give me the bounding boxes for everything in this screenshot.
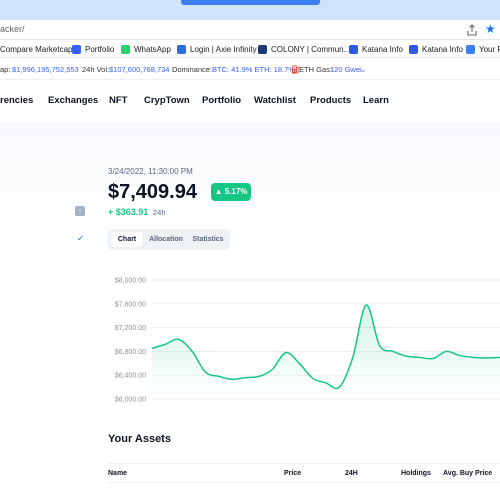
bookmark-item[interactable]: WhatsApp: [121, 43, 171, 55]
download-icon: [466, 44, 475, 54]
share-icon[interactable]: [466, 24, 478, 36]
katana-icon: [409, 44, 418, 54]
gas-label: ETH Gas:: [299, 65, 332, 74]
y-tick-label: $8,000.00: [115, 278, 146, 285]
bookmark-item[interactable]: COLONY | Commun...: [258, 43, 350, 55]
column-header-holdings[interactable]: Holdings: [401, 470, 431, 477]
nav-item-watchlist[interactable]: Watchlist: [254, 95, 296, 106]
nav-item-nft[interactable]: NFT: [109, 95, 128, 106]
bookmark-label: Your Pr: [479, 44, 500, 54]
bookmark-item[interactable]: Compare Marketcap: [0, 43, 72, 55]
whatsapp-icon: [121, 44, 130, 54]
nav-item-portfolio[interactable]: Portfolio: [202, 95, 242, 106]
chart-series-line: [151, 304, 500, 390]
dominance-value[interactable]: BTC: 41.9% ETH: 18.7%: [212, 65, 295, 74]
katana-icon: [349, 44, 358, 54]
bookmark-label: Login | Axie Infinity: [190, 44, 257, 54]
volume-value[interactable]: $107,600,768,734: [109, 65, 170, 74]
tab-statistics[interactable]: Statistics: [192, 236, 224, 243]
change-percent: 5.17%: [224, 187, 248, 196]
bookmark-label: Portfolio: [85, 44, 115, 54]
y-tick-label: $6,000.00: [115, 397, 146, 404]
bookmark-label: Compare Marketcap: [0, 44, 73, 54]
caret-up-icon: ▲: [214, 187, 223, 196]
portfolio-timestamp: 3/24/2022, 11:30:00 PM: [108, 167, 193, 176]
volume-label: 24h Vol:: [82, 65, 110, 74]
bookmark-label: Katana Info: [422, 44, 463, 54]
column-header-24h[interactable]: 24H: [345, 470, 358, 477]
change-period: 24h: [153, 208, 166, 217]
tab-chart[interactable]: Chart: [111, 232, 143, 247]
axie-icon: [177, 44, 186, 54]
market-cap-value[interactable]: $1,996,195,752,553: [12, 65, 79, 74]
tab-allocation[interactable]: Allocation: [149, 236, 183, 243]
bookmarks-bar: Compare Marketcap Portfolio WhatsApp Login …: [0, 40, 500, 58]
global-stats-bar: ap: $1,996,195,752,553 24h Vol: $107,600…: [0, 58, 500, 80]
check-icon[interactable]: ✓: [77, 233, 85, 243]
gas-icon: ⛽: [291, 65, 301, 74]
colony-icon: [258, 44, 267, 54]
bookmark-label: COLONY | Commun...: [271, 44, 351, 54]
y-tick-label: $7,600.00: [115, 301, 146, 308]
nav-item-exchanges[interactable]: Exchanges: [48, 95, 99, 106]
y-tick-label: $7,200.00: [115, 325, 146, 332]
nav-item-learn[interactable]: Learn: [363, 95, 389, 106]
column-header-price[interactable]: Price: [284, 470, 302, 477]
bookmark-item[interactable]: Your Pr: [466, 43, 500, 55]
bookmark-label: WhatsApp: [134, 44, 171, 54]
portfolio-chart[interactable]: $8,000.00 $7,600.00 $7,200.00 $6,800.00 $6,4…: [108, 270, 500, 405]
main-nav: rencies Exchanges NFT CrypTown Portfolio…: [0, 80, 500, 122]
assets-title: Your Assets: [108, 433, 171, 445]
change-value: + $363.91: [108, 207, 149, 217]
assets-table-header: Name Price 24H Holdings Avg. Buy Price: [108, 463, 500, 483]
collapse-sidebar-icon[interactable]: ‹: [75, 206, 85, 216]
portfolio-value: $7,409.94: [108, 181, 197, 203]
bookmark-item[interactable]: Katana Info: [349, 43, 403, 55]
bookmark-item[interactable]: Portfolio: [72, 43, 114, 55]
market-cap-label: ap:: [0, 65, 11, 74]
gas-value[interactable]: 120 Gwei: [330, 65, 362, 74]
nav-item-cryptocurrencies[interactable]: rencies: [0, 95, 34, 106]
address-bar[interactable]: acker/ ★: [0, 20, 500, 40]
view-tabs: Chart Allocation Statistics: [108, 229, 230, 250]
chevron-down-icon[interactable]: ⌄: [360, 65, 367, 74]
nav-item-cryptown[interactable]: CrypTown: [144, 95, 190, 106]
y-tick-label: $6,400.00: [115, 373, 146, 380]
nav-item-products[interactable]: Products: [310, 95, 352, 106]
column-header-avg-buy-price[interactable]: Avg. Buy Price: [443, 470, 493, 477]
change-percent-badge: ▲ 5.17%: [211, 183, 251, 201]
active-tab-indicator[interactable]: [181, 0, 320, 5]
url-text[interactable]: acker/: [0, 24, 25, 34]
column-header-name[interactable]: Name: [108, 470, 128, 477]
chart-area-fill: [152, 304, 500, 399]
browser-tab-strip: [0, 0, 500, 20]
y-tick-label: $6,800.00: [115, 349, 146, 356]
dominance-label: Dominance:: [172, 65, 213, 74]
bookmark-label: Katana Info: [362, 44, 403, 54]
portfolio-icon: [72, 44, 81, 54]
bookmark-star-icon[interactable]: ★: [485, 22, 496, 36]
bookmark-item[interactable]: Login | Axie Infinity: [177, 43, 257, 55]
bookmark-item[interactable]: Katana Info: [409, 43, 463, 55]
